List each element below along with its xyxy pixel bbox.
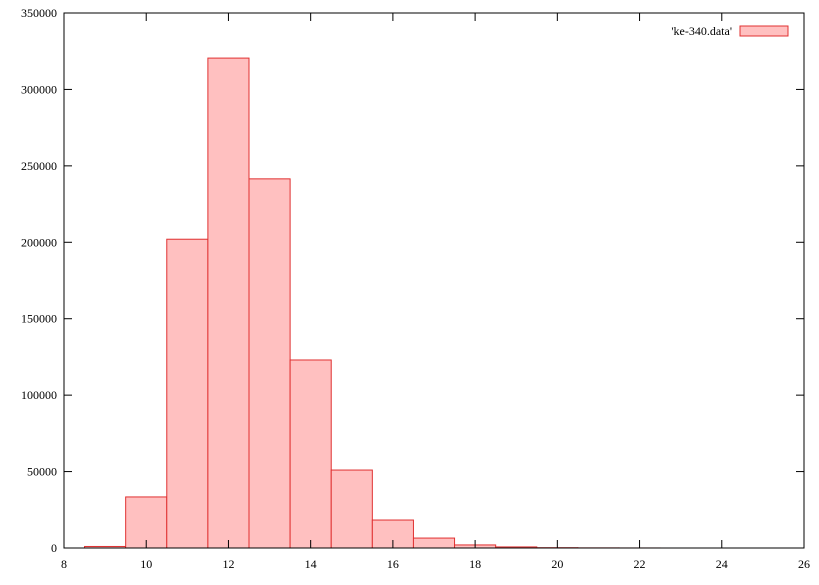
histogram-bar bbox=[166, 238, 209, 549]
y-tick-label: 300000 bbox=[21, 82, 57, 96]
x-tick-label: 10 bbox=[140, 557, 152, 571]
histogram-bar bbox=[207, 57, 250, 549]
y-tick-label: 50000 bbox=[27, 465, 57, 479]
y-tick-label: 100000 bbox=[21, 388, 57, 402]
plot-frame bbox=[63, 12, 805, 549]
y-tick-label: 200000 bbox=[21, 235, 57, 249]
y-tick-label: 250000 bbox=[21, 159, 57, 173]
x-tick-label: 20 bbox=[551, 557, 563, 571]
legend-swatch bbox=[739, 25, 789, 37]
x-tick-label: 16 bbox=[387, 557, 399, 571]
legend-label: 'ke-340.data' bbox=[671, 24, 732, 38]
x-tick-label: 18 bbox=[469, 557, 481, 571]
histogram-bar bbox=[248, 178, 291, 549]
x-tick-label: 12 bbox=[222, 557, 234, 571]
y-tick-label: 150000 bbox=[21, 312, 57, 326]
histogram-bar bbox=[412, 537, 456, 549]
histogram-bar bbox=[289, 359, 332, 549]
x-tick-label: 14 bbox=[305, 557, 317, 571]
x-tick-label: 24 bbox=[716, 557, 728, 571]
x-tick-label: 8 bbox=[61, 557, 67, 571]
x-tick-label: 22 bbox=[634, 557, 646, 571]
y-tick-label: 350000 bbox=[21, 6, 57, 20]
histogram-bar bbox=[125, 496, 168, 549]
x-tick-label: 26 bbox=[798, 557, 810, 571]
histogram-bar bbox=[330, 469, 373, 549]
y-tick-label: 0 bbox=[51, 541, 57, 555]
